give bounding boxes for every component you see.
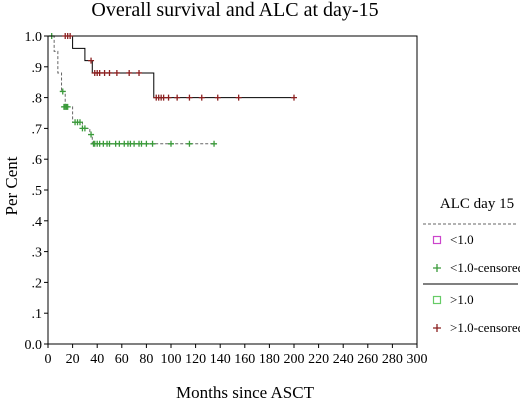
censor-mark [186, 140, 193, 147]
censor-mark [106, 140, 113, 147]
censor-mark [64, 103, 71, 110]
series-layer [48, 33, 297, 147]
x-tick-label: 180 [259, 352, 280, 367]
series-2 [48, 33, 297, 101]
censor-mark [106, 69, 113, 76]
y-tick-label: .2 [32, 276, 43, 291]
y-tick-label: .6 [32, 153, 43, 168]
survival-line [48, 35, 294, 99]
censor-mark [126, 69, 133, 76]
plot-axes [47, 35, 418, 345]
censor-mark [88, 57, 95, 64]
y-tick-label: .5 [32, 184, 43, 199]
y-tick-label: .8 [32, 92, 43, 107]
legend-square-marker [432, 235, 442, 245]
censor-mark [168, 140, 174, 147]
censor-mark [235, 94, 242, 101]
legend-title: ALC day 15 [440, 196, 514, 212]
censor-mark [113, 69, 120, 76]
legend-entry-label: <1.0 [450, 232, 474, 247]
survival-line [48, 35, 215, 145]
x-tick-label: 80 [139, 352, 153, 367]
censor-mark [186, 94, 193, 101]
x-tick-label: 260 [357, 352, 378, 367]
x-tick-label: 120 [185, 352, 206, 367]
x-tick-label: 160 [234, 352, 255, 367]
y-tick-label: .3 [32, 246, 43, 261]
censor-mark [211, 140, 218, 147]
censor-mark [136, 69, 143, 76]
y-tick-label: .9 [32, 61, 43, 76]
censor-mark [88, 131, 95, 138]
censor-mark [81, 125, 88, 132]
series-1 [48, 33, 218, 147]
x-tick-label: 140 [210, 352, 231, 367]
censor-mark [67, 33, 74, 39]
censor-mark [76, 119, 83, 126]
censor-mark [59, 88, 66, 95]
censor-mark [143, 140, 150, 147]
x-tick-label: 300 [407, 352, 428, 367]
legend-entry-label: >1.0 [450, 292, 474, 307]
y-tick-label: .7 [32, 122, 43, 137]
y-axis-ticks: 0.0 .1 .2 .3 .4 .5 .6 .7 .8 .9 1.0 [25, 30, 48, 353]
y-tick-label: 0.0 [25, 338, 43, 353]
x-tick-label: 280 [382, 352, 403, 367]
x-tick-label: 40 [90, 352, 104, 367]
y-tick-label: .1 [32, 307, 43, 322]
x-axis-title: Months since ASCT [176, 383, 315, 402]
y-tick-label: .4 [32, 215, 43, 230]
x-tick-label: 100 [161, 352, 182, 367]
x-tick-label: 0 [45, 352, 52, 367]
y-tick-label: 1.0 [25, 30, 43, 45]
legend-entry-label: >1.0-censored [450, 320, 520, 335]
x-tick-label: 20 [66, 352, 80, 367]
x-tick-label: 200 [284, 352, 305, 367]
x-tick-label: 60 [115, 352, 129, 367]
x-tick-label: 240 [333, 352, 354, 367]
censor-mark [291, 94, 297, 101]
censor-mark [198, 94, 205, 101]
legend-plus-marker [433, 264, 441, 272]
legend: ALC day 15 <1.0 <1.0-censored >1.0 >1.0-cen… [423, 196, 520, 335]
censor-mark [149, 140, 156, 147]
x-tick-label: 220 [308, 352, 329, 367]
x-axis-ticks: 0 20 40 60 80 100 120 140 160 180 200 220 240 260 280 3… [45, 344, 428, 367]
legend-square-marker [432, 295, 442, 305]
y-axis-title: Per Cent [2, 156, 21, 215]
chart-title: Overall survival and ALC at day-15 [91, 0, 378, 21]
censor-mark [174, 94, 181, 101]
legend-entry-label: <1.0-censored [450, 260, 520, 275]
plot-frame [47, 35, 418, 345]
censor-mark [214, 94, 221, 101]
legend-plus-marker [433, 324, 441, 332]
censor-mark [165, 94, 172, 101]
